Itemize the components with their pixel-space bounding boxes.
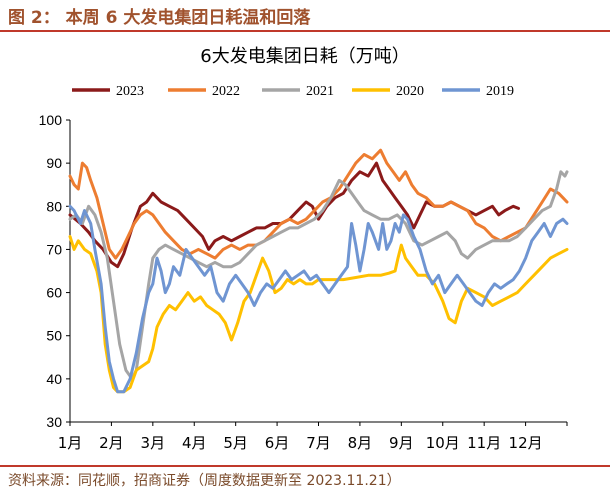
chart-title: 6大发电集团日耗（万吨） [200, 46, 409, 67]
x-tick-label: 8月 [348, 434, 373, 452]
x-tick-label: 6月 [265, 434, 290, 452]
x-tick-label: 12月 [509, 434, 543, 452]
x-tick-label: 7月 [306, 434, 331, 452]
source-note: 资料来源：同花顺，招商证券（周度数据更新至 2023.11.21） [8, 473, 401, 489]
x-tick-label: 1月 [58, 434, 83, 452]
series-line-2020 [68, 235, 569, 394]
y-tick-label: 60 [46, 285, 62, 301]
x-tick-label: 10月 [426, 434, 460, 452]
series-line-2023 [68, 161, 520, 269]
bottom-rule [0, 465, 610, 467]
x-tick-label: 2月 [99, 434, 124, 452]
series-line-2022 [68, 148, 569, 260]
line-chart: 6大发电集团日耗（万吨） 2023 2022 2021 2020 2019 30 40 50… [39, 46, 569, 452]
x-tick-label: 3月 [141, 434, 166, 452]
x-tick-label: 5月 [223, 434, 248, 452]
y-tick-label: 50 [46, 328, 62, 344]
y-tick-label: 70 [46, 241, 62, 257]
x-tick-label: 4月 [182, 434, 207, 452]
legend-label-2020: 2020 [396, 84, 424, 99]
legend-label-2023: 2023 [116, 84, 144, 99]
axes: 30 40 50 60 70 80 90 100 1月 2月 3月 4月 5月 6月 7月 8月 9月 10月 11… [39, 112, 568, 452]
top-rule [0, 30, 610, 32]
series-line-2019 [68, 204, 569, 394]
y-tick-label: 80 [46, 198, 62, 214]
series-line-2021 [68, 170, 569, 381]
y-tick-label: 90 [46, 155, 62, 171]
legend-label-2021: 2021 [306, 84, 334, 99]
y-tick-label: 30 [46, 414, 62, 430]
y-tick-label: 40 [46, 371, 62, 387]
y-tick-label: 100 [39, 112, 63, 128]
legend: 2023 2022 2021 2020 2019 [72, 84, 514, 99]
figure-title: 图 2： 本周 6 大发电集团日耗温和回落 [8, 8, 311, 28]
legend-label-2019: 2019 [486, 84, 514, 99]
legend-label-2022: 2022 [212, 84, 240, 99]
series-layer [68, 148, 569, 394]
x-tick-label: 11月 [467, 434, 501, 452]
x-tick-label: 9月 [389, 434, 414, 452]
